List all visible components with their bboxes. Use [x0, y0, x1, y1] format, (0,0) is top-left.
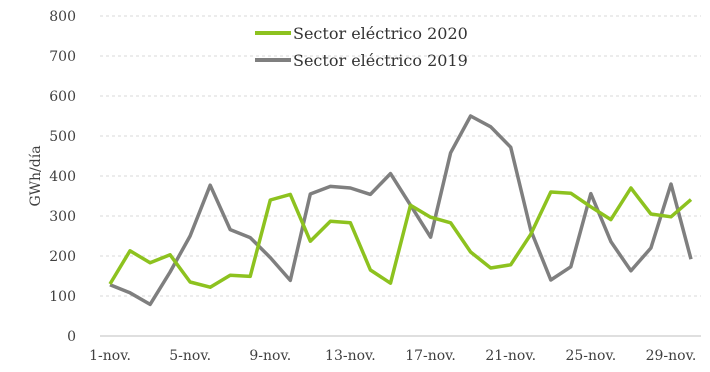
y-tick-label: 400 — [49, 169, 76, 185]
legend-label-2019: Sector eléctrico 2019 — [293, 51, 468, 70]
y-tick-label: 0 — [67, 329, 76, 345]
x-tick-label: 13-nov. — [325, 348, 376, 364]
series-lines — [108, 114, 693, 307]
y-tick-label: 100 — [49, 289, 76, 305]
x-tick-label: 21-nov. — [485, 348, 536, 364]
series-line-2020 — [108, 186, 693, 289]
y-tick-label: 600 — [49, 89, 76, 105]
x-tick-label: 9-nov. — [249, 348, 291, 364]
x-tick-label: 25-nov. — [565, 348, 616, 364]
x-tick-label: 5-nov. — [169, 348, 211, 364]
x-axis-ticks: 1-nov. 5-nov. 9-nov. 13-nov. 17-nov. 21-nov. 2… — [89, 348, 696, 364]
y-tick-label: 700 — [49, 49, 76, 65]
y-tick-label: 500 — [49, 129, 76, 145]
x-tick-label: 29-nov. — [646, 348, 697, 364]
y-tick-label: 800 — [49, 9, 76, 25]
y-axis-ticks: 0 100 200 300 400 500 600 700 800 — [49, 9, 76, 345]
y-axis-title: GWh/día — [28, 145, 44, 206]
legend: Sector eléctrico 2020 Sector eléctrico 2… — [255, 24, 468, 70]
y-tick-label: 300 — [49, 209, 76, 225]
gridlines — [100, 15, 701, 337]
series-line-2019 — [109, 114, 693, 307]
legend-label-2020: Sector eléctrico 2020 — [293, 24, 468, 43]
x-tick-label: 1-nov. — [89, 348, 131, 364]
x-tick-label: 17-nov. — [405, 348, 456, 364]
y-tick-label: 200 — [49, 249, 76, 265]
